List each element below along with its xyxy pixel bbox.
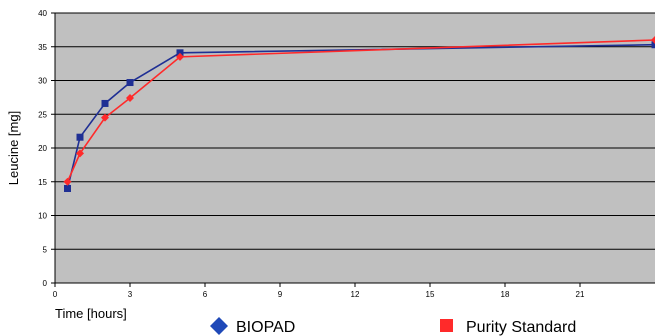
y-tick-label: 40 — [38, 9, 47, 18]
legend-marker-biopad — [210, 317, 228, 335]
y-tick-label: 10 — [38, 212, 47, 221]
data-point — [64, 185, 71, 192]
legend-label-biopad: BIOPAD — [236, 319, 295, 336]
legend-item-purity-standard: Purity Standard — [440, 319, 576, 336]
series-line — [66, 39, 655, 183]
y-tick-label: 25 — [38, 110, 47, 119]
x-tick-label: 15 — [426, 290, 435, 299]
data-point — [101, 113, 109, 122]
y-axis-title: Leucine [mg] — [6, 111, 21, 185]
x-tick-label: 21 — [576, 290, 585, 299]
y-tick-label: 20 — [38, 144, 47, 153]
y-tick-label: 30 — [38, 77, 47, 86]
legend-label-purity-standard: Purity Standard — [466, 319, 576, 336]
data-point — [126, 79, 134, 87]
series-layer — [63, 36, 655, 192]
legend-item-biopad: BIOPAD — [210, 317, 295, 336]
series-2 — [63, 36, 655, 186]
x-tick-labels: 0 3 6 9 12 15 18 21 — [53, 283, 585, 299]
data-point — [63, 177, 72, 186]
x-tick-label: 18 — [501, 290, 510, 299]
series-line — [66, 43, 655, 189]
y-tick-label: 5 — [43, 245, 48, 254]
x-tick-label: 3 — [128, 290, 133, 299]
x-tick-label: 0 — [53, 290, 58, 299]
legend-marker-purity-standard — [440, 319, 453, 332]
data-point — [651, 36, 655, 44]
x-tick-label: 6 — [203, 290, 208, 299]
series-1 — [64, 41, 655, 192]
legend: BIOPAD Purity Standard — [210, 317, 576, 336]
x-tick-label: 9 — [278, 290, 283, 299]
data-point — [176, 49, 184, 57]
x-axis-title: Time [hours] — [55, 306, 127, 321]
y-tick-label: 15 — [38, 178, 47, 187]
y-tick-labels: 0 5 10 15 20 25 30 35 40 — [38, 9, 55, 288]
data-point — [76, 133, 84, 141]
data-point — [126, 94, 134, 103]
data-point — [101, 99, 109, 107]
y-tick-label: 0 — [43, 279, 48, 288]
x-tick-label: 12 — [351, 290, 360, 299]
data-point — [76, 149, 84, 158]
data-point — [651, 41, 655, 49]
y-tick-label: 35 — [38, 43, 47, 52]
data-point — [176, 52, 184, 61]
